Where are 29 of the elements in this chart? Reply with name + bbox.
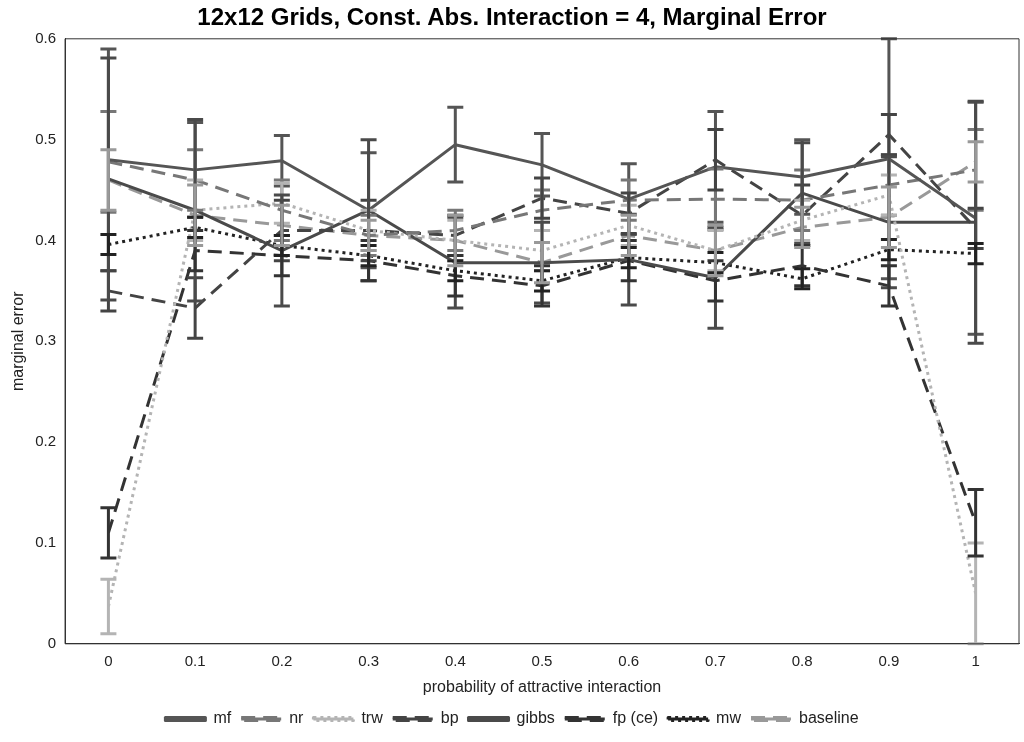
y-tick-label: 0.1 <box>35 533 57 551</box>
x-tick-label: 0.1 <box>184 651 206 669</box>
x-tick-label: 0.7 <box>705 651 726 669</box>
y-tick-label: 0.6 <box>35 28 57 46</box>
legend-label: nr <box>289 709 305 727</box>
legend-label: gibbs <box>516 709 555 727</box>
x-tick-label: 0.9 <box>878 651 900 669</box>
x-tick-label: 1 <box>971 651 980 669</box>
x-tick-label: 0.6 <box>618 651 640 669</box>
legend-label: bp <box>440 709 459 727</box>
legend-label: baseline <box>799 709 859 727</box>
x-axis-title: probability of attractive interaction <box>422 677 662 695</box>
legend-label: fp (ce) <box>612 709 659 727</box>
legend-label: trw <box>361 709 384 727</box>
x-tick-label: 0.2 <box>271 651 293 669</box>
chart-title: 12x12 Grids, Const. Abs. Interaction = 4, Marginal Error <box>197 3 827 31</box>
y-tick-label: 0.4 <box>35 230 57 248</box>
y-tick-label: 0.3 <box>35 331 57 349</box>
legend-label: mf <box>213 709 232 727</box>
x-tick-label: 0 <box>104 651 113 669</box>
x-tick-label: 0.8 <box>791 651 813 669</box>
x-tick-label: 0.3 <box>358 651 380 669</box>
x-tick-label: 0.5 <box>531 651 553 669</box>
x-tick-label: 0.4 <box>444 651 466 669</box>
y-tick-label: 0.2 <box>35 432 57 450</box>
y-axis-title: marginal error <box>9 290 27 392</box>
y-tick-label: 0.5 <box>35 129 57 147</box>
legend-label: mw <box>716 709 742 727</box>
y-tick-label: 0 <box>47 633 57 651</box>
